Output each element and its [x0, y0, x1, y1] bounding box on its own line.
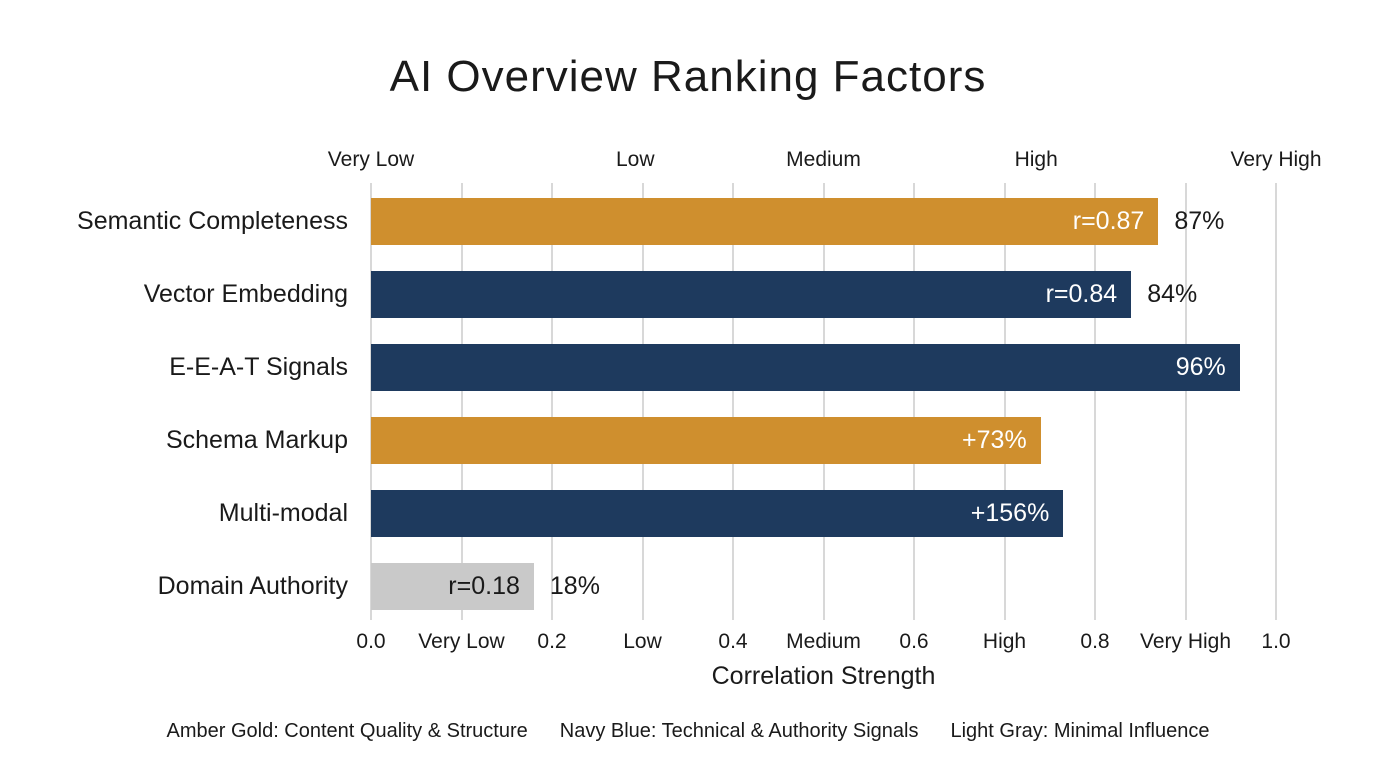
top-axis-label: Medium [786, 148, 861, 171]
bar-value-label-outside: 18% [549, 572, 600, 600]
bar-gray: r=0.18 [371, 563, 534, 610]
gridline [822, 183, 825, 620]
gridline [460, 183, 463, 620]
x-axis-tick-label: 0.6 [899, 630, 929, 653]
bar-value-label-inside: +156% [970, 499, 1050, 527]
gridline [1184, 183, 1187, 620]
category-label: Multi-modal [218, 499, 348, 527]
x-axis-tick-label: 0.4 [718, 630, 748, 653]
bar-value-label-inside: r=0.87 [1072, 207, 1145, 235]
gridline [641, 183, 644, 620]
category-label: Schema Markup [165, 426, 348, 454]
bar-value-label-inside: r=0.18 [448, 572, 520, 600]
gridline [551, 183, 553, 620]
legend-item-light-gray: Light Gray: Minimal Influence [950, 720, 1210, 742]
gridline [1094, 183, 1096, 620]
plot-area: r=0.87 87% r=0.84 84% 96% +73% +156% r=0.18 18% [370, 183, 1277, 620]
bar-amber: r=0.87 [371, 198, 1159, 245]
category-label: Domain Authority [157, 572, 348, 600]
category-label: Semantic Completeness [77, 207, 348, 235]
bar-value-label-outside: 87% [1174, 207, 1225, 235]
bar-value-label-inside: 96% [1175, 353, 1226, 381]
category-label: Vector Embedding [143, 280, 348, 308]
legend: Amber Gold: Content Quality & Structure … [0, 720, 1376, 743]
x-axis-tick-label: High [982, 630, 1027, 653]
x-axis-tick-label: 0.0 [356, 630, 386, 653]
bar-value-label-outside: 84% [1147, 280, 1198, 308]
x-axis-tick-label: 0.2 [537, 630, 567, 653]
top-axis-labels: Very Low Low Medium High Very High [328, 148, 1322, 176]
bar-navy: +156% [371, 490, 1064, 537]
x-axis-tick-label: 1.0 [1261, 630, 1291, 653]
bar-amber: +73% [371, 417, 1041, 464]
x-axis-tick-label: Medium [786, 630, 861, 653]
top-axis-label: High [1014, 148, 1058, 171]
x-axis-tick-label: Very Low [418, 630, 505, 653]
category-label: E-E-A-T Signals [169, 353, 348, 381]
gridline [370, 183, 372, 620]
bar-value-label-inside: r=0.84 [1045, 280, 1118, 308]
gridline [913, 183, 915, 620]
gridline [732, 183, 734, 620]
bar-navy: r=0.84 [371, 271, 1132, 318]
top-axis-label: Low [615, 148, 655, 171]
bar-value-label-inside: +73% [962, 426, 1027, 454]
x-axis-tick-label: Low [623, 630, 662, 653]
gridline [1003, 183, 1006, 620]
chart-title: AI Overview Ranking Factors [389, 52, 987, 101]
x-axis-ticks: 0.0 Very Low 0.2 Low 0.4 Medium 0.6 High 0.8 Very… [356, 630, 1290, 658]
x-axis-tick-label: 0.8 [1080, 630, 1110, 653]
legend-item-navy-blue: Navy Blue: Technical & Authority Signals [559, 720, 919, 742]
top-axis-label: Very High [1230, 148, 1322, 171]
bar-navy: 96% [371, 344, 1240, 391]
gridline [1275, 183, 1277, 620]
x-axis-title: Correlation Strength [711, 662, 936, 690]
x-axis-tick-label: Very High [1139, 630, 1232, 653]
legend-item-amber-gold: Amber Gold: Content Quality & Structure [166, 720, 528, 742]
top-axis-label: Very Low [327, 148, 415, 171]
